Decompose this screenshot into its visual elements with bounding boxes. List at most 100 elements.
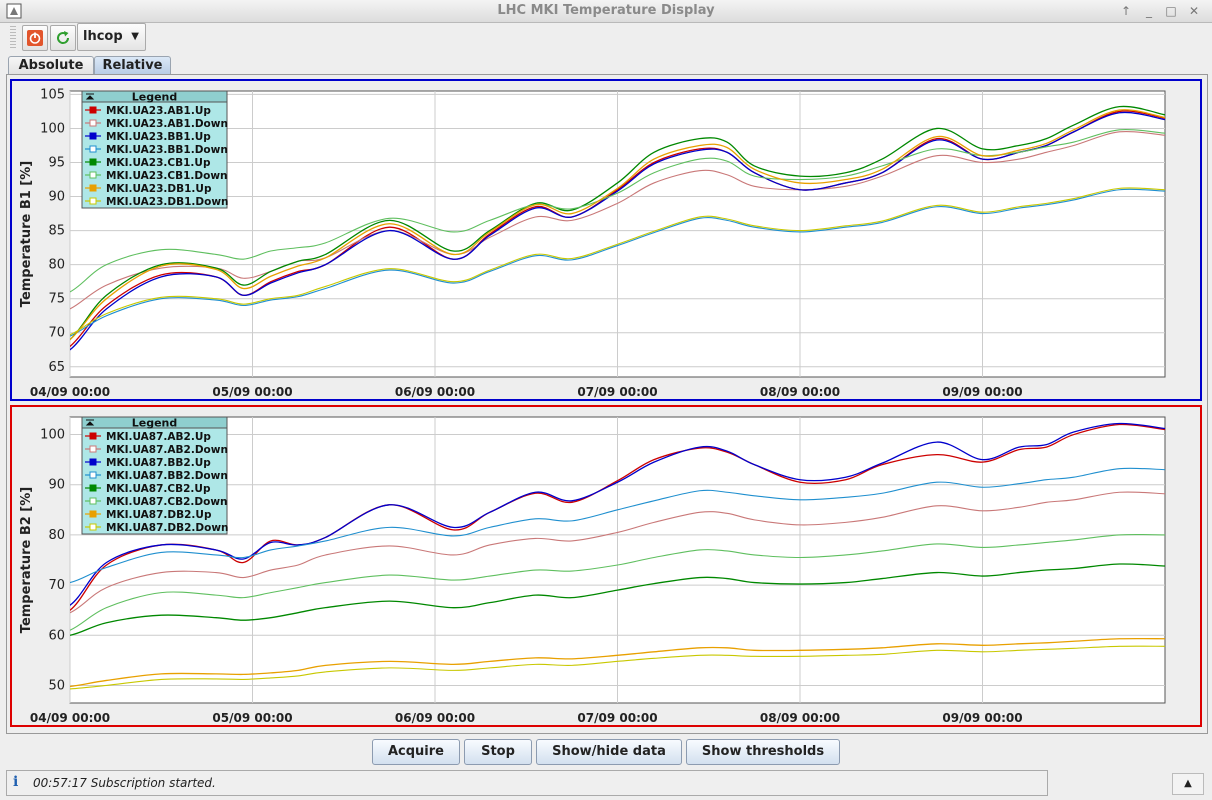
legend-swatch-marker xyxy=(89,184,97,192)
stop-button[interactable]: Stop xyxy=(464,739,532,765)
y-tick-label: 50 xyxy=(48,678,65,693)
legend-entry: MKI.UA23.CB1.Down xyxy=(106,170,228,182)
x-tick-label: 06/09 00:00 xyxy=(395,385,475,399)
legend-swatch-marker xyxy=(89,158,97,166)
legend-swatch-marker xyxy=(89,197,97,205)
tab-content: 65 70 75 80 85 90 95 100 105 04/09 00:00 05/09 00:… xyxy=(6,74,1208,734)
chart-2: 50 60 70 80 90 100 04/09 00:00 05/09 00:00 06/09… xyxy=(10,405,1202,727)
x-tick-label: 06/09 00:00 xyxy=(395,711,475,725)
series-line-MKI.UA87.AB2.Up xyxy=(70,423,1165,611)
user-combo-value: lhcop xyxy=(83,29,123,44)
legend-entry: MKI.UA87.CB2.Up xyxy=(106,483,211,495)
close-icon[interactable]: ✕ xyxy=(1188,4,1200,18)
series-line-MKI.UA23.CB1.Up xyxy=(70,105,1165,341)
y-tick-label: 80 xyxy=(48,258,65,273)
tab-relative[interactable]: Relative xyxy=(94,56,171,74)
y-tick-label: 105 xyxy=(40,87,65,102)
legend-entry: MKI.UA23.BB1.Up xyxy=(106,131,211,143)
minimize-icon[interactable]: _ xyxy=(1146,4,1152,18)
legend: LegendMKI.UA87.AB2.UpMKI.UA87.AB2.DownMK… xyxy=(81,416,229,535)
legend-entry: MKI.UA87.CB2.Down xyxy=(106,496,228,508)
legend-swatch-marker xyxy=(89,132,97,140)
series-group xyxy=(70,105,1165,351)
x-tick-label: 04/09 00:00 xyxy=(30,385,110,399)
legend-swatch-marker xyxy=(89,119,97,127)
show-hide-data-button[interactable]: Show/hide data xyxy=(536,739,682,765)
y-tick-label: 90 xyxy=(48,478,65,493)
scroll-up-button[interactable]: ▲ xyxy=(1172,773,1204,795)
refresh-button[interactable] xyxy=(50,25,76,51)
y-tick-label: 65 xyxy=(48,360,65,375)
user-combo[interactable]: lhcop ▼ xyxy=(77,23,146,51)
legend-swatch-marker xyxy=(89,458,97,466)
series-group xyxy=(70,422,1165,690)
x-tick-label: 04/09 00:00 xyxy=(30,711,110,725)
legend-entry: MKI.UA23.AB1.Up xyxy=(106,105,211,117)
power-button[interactable] xyxy=(22,25,48,51)
legend: LegendMKI.UA23.AB1.UpMKI.UA23.AB1.DownMK… xyxy=(81,90,229,209)
legend-entry: MKI.UA23.DB1.Down xyxy=(106,196,229,208)
legend-collapse-icon[interactable] xyxy=(85,93,95,100)
x-tick-label: 09/09 00:00 xyxy=(942,711,1022,725)
y-tick-label: 100 xyxy=(40,428,65,443)
series-line-MKI.UA87.BB2.Down xyxy=(70,467,1165,584)
legend-swatch-marker xyxy=(89,445,97,453)
show-thresholds-button[interactable]: Show thresholds xyxy=(686,739,840,765)
chart-b1-panel: 65 70 75 80 85 90 95 100 105 04/09 00:00 05/09 00:… xyxy=(10,79,1202,401)
legend-title: Legend xyxy=(132,91,178,104)
y-tick-label: 60 xyxy=(48,628,65,643)
y-tick-label: 85 xyxy=(48,224,65,239)
legend-swatch-marker xyxy=(89,484,97,492)
legend-entry: MKI.UA23.AB1.Down xyxy=(106,118,228,130)
legend-entry: MKI.UA87.DB2.Down xyxy=(106,522,229,534)
app-icon xyxy=(6,3,22,19)
legend-entry: MKI.UA87.BB2.Down xyxy=(106,470,228,482)
maximize-icon[interactable]: □ xyxy=(1165,4,1177,18)
legend-swatch-marker xyxy=(89,471,97,479)
y-tick-label: 100 xyxy=(40,121,65,136)
y-axis-label: Temperature B2 [%] xyxy=(19,487,34,633)
series-line-MKI.UA23.BB1.Up xyxy=(70,111,1165,351)
window-title: LHC MKI Temperature Display xyxy=(497,3,715,18)
legend-entry: MKI.UA23.BB1.Down xyxy=(106,144,228,156)
legend-swatch-marker xyxy=(89,106,97,114)
legend-swatch-marker xyxy=(89,497,97,505)
acquire-button[interactable]: Acquire xyxy=(372,739,460,765)
refresh-icon xyxy=(57,31,70,44)
tab-absolute[interactable]: Absolute xyxy=(8,56,94,74)
title-bar: LHC MKI Temperature Display ↑ _ □ ✕ xyxy=(0,0,1212,23)
toolbar-grip[interactable] xyxy=(10,26,16,50)
legend-entry: MKI.UA87.DB2.Up xyxy=(106,509,212,521)
legend-entry: MKI.UA23.CB1.Up xyxy=(106,157,211,169)
legend-swatch-marker xyxy=(89,171,97,179)
arrow-up-icon: ▲ xyxy=(1184,778,1192,789)
y-axis-label: Temperature B1 [%] xyxy=(19,161,34,307)
status-message: 00:57:17 Subscription started. xyxy=(33,776,216,790)
series-line-MKI.UA23.DB1.Up xyxy=(70,109,1165,341)
x-tick-label: 08/09 00:00 xyxy=(760,711,840,725)
legend-swatch-marker xyxy=(89,510,97,518)
info-icon: i xyxy=(13,774,19,790)
legend-entry: MKI.UA87.AB2.Up xyxy=(106,431,211,443)
chart-b2-panel: 50 60 70 80 90 100 04/09 00:00 05/09 00:00 06/09… xyxy=(10,405,1202,727)
chart-1: 65 70 75 80 85 90 95 100 105 04/09 00:00 05/09 00:… xyxy=(10,79,1202,401)
y-tick-label: 90 xyxy=(48,190,65,205)
series-line-MKI.UA87.CB2.Down xyxy=(70,533,1165,631)
y-tick-label: 80 xyxy=(48,528,65,543)
x-tick-label: 07/09 00:00 xyxy=(577,385,657,399)
series-line-MKI.UA23.AB1.Down xyxy=(70,130,1165,310)
pin-icon[interactable]: ↑ xyxy=(1120,4,1132,18)
legend-swatch-marker xyxy=(89,145,97,153)
series-line-MKI.UA23.DB1.Down xyxy=(70,187,1165,336)
x-tick-label: 05/09 00:00 xyxy=(212,711,292,725)
x-tick-label: 05/09 00:00 xyxy=(212,385,292,399)
legend-collapse-icon[interactable] xyxy=(85,419,95,426)
power-icon xyxy=(27,30,43,46)
x-tick-label: 08/09 00:00 xyxy=(760,385,840,399)
y-tick-label: 75 xyxy=(48,292,65,307)
legend-box xyxy=(81,90,228,209)
chevron-down-icon: ▼ xyxy=(131,31,139,42)
legend-header xyxy=(81,90,228,103)
x-tick-label: 09/09 00:00 xyxy=(942,385,1022,399)
legend-entry: MKI.UA87.AB2.Down xyxy=(106,444,228,456)
